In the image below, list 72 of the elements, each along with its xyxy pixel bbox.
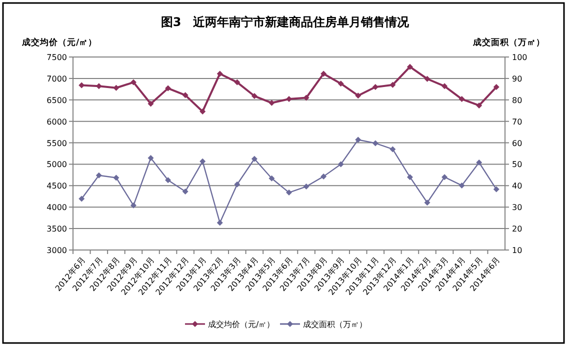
point bbox=[286, 190, 292, 196]
y2-tick-label: 50 bbox=[512, 160, 522, 170]
point bbox=[216, 70, 223, 77]
point bbox=[234, 79, 240, 86]
point bbox=[251, 156, 258, 162]
point bbox=[406, 64, 413, 70]
y2-tick-label: 30 bbox=[512, 203, 522, 212]
point bbox=[251, 93, 258, 100]
point bbox=[268, 175, 275, 182]
point bbox=[390, 146, 396, 152]
y-tick-label: 4500 bbox=[46, 182, 67, 191]
y2-axis-title: 成交面积（万㎡） bbox=[472, 37, 545, 48]
point bbox=[355, 92, 362, 99]
point bbox=[406, 174, 413, 180]
y2-tick-label: 20 bbox=[512, 224, 522, 234]
y2-tick-label: 80 bbox=[512, 96, 522, 105]
legend-label: 成交均价（元/㎡） bbox=[208, 320, 275, 329]
point bbox=[78, 196, 85, 202]
point bbox=[182, 188, 188, 194]
point bbox=[458, 182, 465, 188]
point bbox=[442, 174, 448, 180]
y-tick-label: 7500 bbox=[46, 53, 67, 62]
point bbox=[200, 158, 206, 164]
point bbox=[320, 173, 327, 180]
y2-tick-label: 10 bbox=[512, 246, 522, 255]
y-tick-label: 3000 bbox=[46, 246, 67, 255]
point bbox=[268, 100, 275, 106]
y-tick-label: 6000 bbox=[46, 117, 67, 126]
y2-tick-label: 70 bbox=[512, 117, 522, 126]
point bbox=[113, 174, 120, 181]
point bbox=[234, 181, 240, 188]
point bbox=[130, 202, 136, 208]
point bbox=[303, 184, 310, 190]
point bbox=[424, 200, 430, 206]
legend-label: 成交面积（万㎡） bbox=[303, 320, 367, 329]
point bbox=[458, 96, 465, 102]
point bbox=[165, 177, 172, 184]
point bbox=[476, 102, 482, 108]
point bbox=[148, 155, 154, 162]
point bbox=[424, 76, 430, 82]
y-axis-title: 成交均价（元/㎡） bbox=[21, 37, 98, 48]
point bbox=[338, 80, 344, 87]
y-tick-label: 3500 bbox=[46, 224, 67, 234]
point bbox=[372, 84, 378, 90]
point bbox=[390, 82, 396, 88]
y2-tick-label: 60 bbox=[512, 138, 522, 148]
point bbox=[493, 84, 500, 90]
point bbox=[182, 92, 188, 98]
point bbox=[355, 136, 362, 143]
point bbox=[372, 140, 378, 146]
point bbox=[338, 161, 344, 168]
point bbox=[476, 160, 482, 166]
y2-tick-label: 40 bbox=[512, 182, 522, 191]
y-tick-label: 4000 bbox=[46, 203, 67, 212]
point bbox=[200, 108, 206, 114]
point bbox=[130, 79, 136, 86]
point bbox=[286, 96, 292, 102]
y-tick-label: 6500 bbox=[46, 96, 67, 105]
point bbox=[216, 220, 223, 226]
point bbox=[165, 85, 172, 92]
point bbox=[493, 186, 500, 192]
point bbox=[113, 84, 120, 91]
y-tick-label: 5500 bbox=[46, 138, 67, 148]
chart-title: 图3 近两年南宁市新建商品住房单月销售情况 bbox=[160, 15, 410, 29]
y-tick-label: 5000 bbox=[46, 160, 67, 170]
y2-tick-label: 100 bbox=[512, 53, 528, 62]
point bbox=[148, 100, 154, 107]
y-tick-label: 7000 bbox=[46, 74, 67, 84]
point bbox=[442, 83, 448, 90]
y2-tick-label: 90 bbox=[512, 74, 522, 84]
point bbox=[96, 172, 102, 178]
point bbox=[320, 70, 327, 77]
